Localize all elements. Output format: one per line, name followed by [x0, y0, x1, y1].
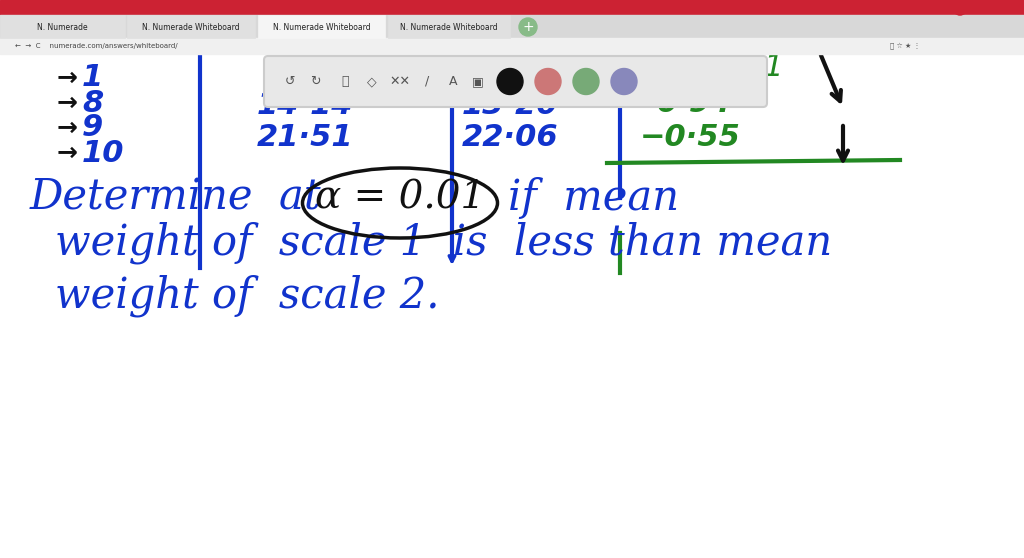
- Text: 8: 8: [82, 89, 103, 118]
- Text: 14·14: 14·14: [257, 90, 353, 119]
- Circle shape: [611, 69, 637, 94]
- Text: α = 0.01: α = 0.01: [314, 180, 485, 217]
- Text: 🔍 ☆ ★ ⋮: 🔍 ☆ ★ ⋮: [890, 42, 921, 50]
- Text: N. Numerade: N. Numerade: [37, 22, 88, 31]
- Text: weight of  scale 2.: weight of scale 2.: [55, 275, 439, 318]
- Text: 22·06: 22·06: [462, 123, 558, 152]
- Text: 13·20: 13·20: [462, 90, 558, 119]
- Text: →: →: [57, 66, 78, 90]
- Circle shape: [519, 18, 537, 36]
- Text: ←  →  C    numerade.com/answers/whiteboard/: ← → C numerade.com/answers/whiteboard/: [15, 43, 177, 49]
- Bar: [0, 38, 1024, 54]
- Circle shape: [573, 69, 599, 94]
- Text: N. Numerade Whiteboard: N. Numerade Whiteboard: [142, 22, 240, 31]
- Text: →: →: [57, 141, 78, 165]
- Text: if  mean: if mean: [508, 177, 679, 219]
- Circle shape: [535, 69, 561, 94]
- Bar: [0, 15, 125, 38]
- Text: 1= 14·13: 1= 14·13: [605, 36, 725, 60]
- Bar: [388, 15, 510, 38]
- Text: Determine  at: Determine at: [30, 177, 322, 219]
- Text: →: →: [57, 116, 78, 140]
- Text: 12·97: 12·97: [267, 36, 342, 60]
- Text: N. Numerade Whiteboard: N. Numerade Whiteboard: [400, 22, 498, 31]
- Text: ↺: ↺: [285, 75, 295, 88]
- Text: 10: 10: [82, 138, 125, 167]
- Text: −0·55: −0·55: [640, 123, 740, 152]
- Bar: [258, 15, 385, 38]
- Text: ↻: ↻: [309, 75, 321, 88]
- Text: N. Numerade Whiteboard: N. Numerade Whiteboard: [272, 22, 371, 31]
- Text: 1: 1: [82, 64, 103, 93]
- Text: 0·94: 0·94: [657, 89, 733, 118]
- Text: →: →: [57, 91, 78, 115]
- Text: 9: 9: [82, 113, 103, 142]
- Bar: [0, 0, 1024, 15]
- Text: 3 1: 3 1: [735, 54, 783, 83]
- Bar: [127, 15, 255, 38]
- Text: +: +: [522, 20, 534, 34]
- FancyBboxPatch shape: [264, 56, 767, 107]
- Text: ▣: ▣: [472, 75, 484, 88]
- Text: ◇: ◇: [368, 75, 377, 88]
- Text: 0·: 0·: [650, 54, 677, 82]
- Bar: [0, 15, 1024, 38]
- Text: ⤢: ⤢: [341, 75, 349, 88]
- Circle shape: [497, 69, 523, 94]
- Text: A: A: [449, 75, 458, 88]
- Text: 21·51: 21·51: [257, 123, 353, 152]
- Text: weight of  scale 1  is  less than mean: weight of scale 1 is less than mean: [55, 222, 833, 264]
- Text: /: /: [425, 75, 429, 88]
- Text: | 7·21: | 7·21: [472, 36, 548, 60]
- Circle shape: [953, 1, 967, 15]
- Text: 7·03: 7·03: [275, 54, 344, 82]
- Text: ✕✕: ✕✕: [389, 75, 411, 88]
